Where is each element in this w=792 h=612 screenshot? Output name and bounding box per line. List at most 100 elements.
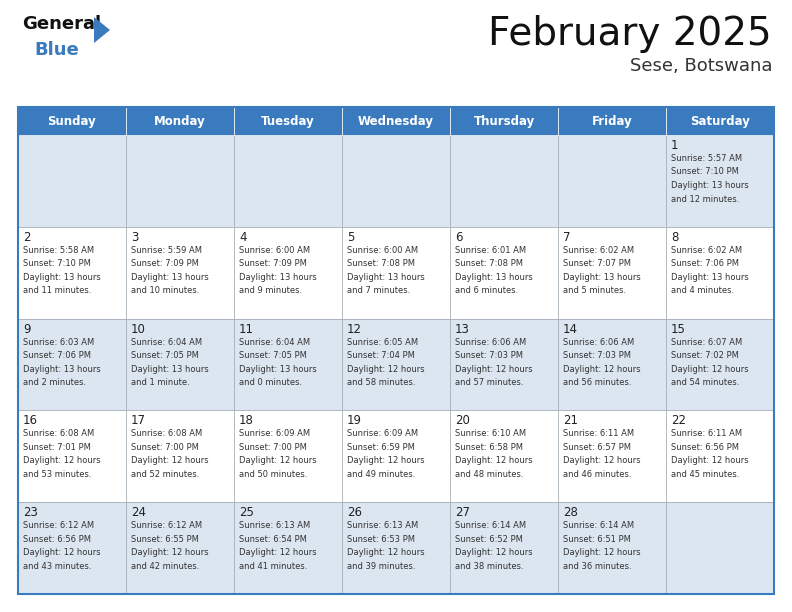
Text: and 11 minutes.: and 11 minutes. (23, 286, 91, 296)
Text: and 45 minutes.: and 45 minutes. (671, 470, 740, 479)
Text: Tuesday: Tuesday (261, 114, 315, 127)
Text: Sunrise: 6:12 AM: Sunrise: 6:12 AM (131, 521, 202, 530)
Text: and 54 minutes.: and 54 minutes. (671, 378, 740, 387)
Bar (558, 319, 666, 411)
Text: 17: 17 (131, 414, 146, 427)
Text: Daylight: 12 hours: Daylight: 12 hours (131, 457, 208, 465)
Text: Daylight: 13 hours: Daylight: 13 hours (23, 273, 101, 282)
Text: Sunrise: 6:08 AM: Sunrise: 6:08 AM (131, 430, 202, 438)
Text: 6: 6 (455, 231, 463, 244)
Bar (18, 319, 126, 411)
Text: Sunrise: 6:06 AM: Sunrise: 6:06 AM (455, 338, 526, 346)
Text: and 43 minutes.: and 43 minutes. (23, 562, 92, 571)
Text: and 12 minutes.: and 12 minutes. (671, 195, 740, 204)
Text: and 10 minutes.: and 10 minutes. (131, 286, 200, 296)
Bar (18, 227, 126, 319)
Text: Sunrise: 6:10 AM: Sunrise: 6:10 AM (455, 430, 526, 438)
Text: Daylight: 13 hours: Daylight: 13 hours (671, 273, 748, 282)
Text: Sunrise: 6:08 AM: Sunrise: 6:08 AM (23, 430, 94, 438)
Text: Sunset: 6:58 PM: Sunset: 6:58 PM (455, 443, 523, 452)
Text: Sunrise: 6:06 AM: Sunrise: 6:06 AM (563, 338, 634, 346)
Text: Monday: Monday (154, 114, 206, 127)
Text: Sunset: 7:00 PM: Sunset: 7:00 PM (239, 443, 307, 452)
Text: General: General (22, 15, 101, 33)
Text: and 1 minute.: and 1 minute. (131, 378, 190, 387)
Text: Daylight: 12 hours: Daylight: 12 hours (671, 457, 748, 465)
Text: Daylight: 13 hours: Daylight: 13 hours (239, 365, 317, 373)
Text: Daylight: 12 hours: Daylight: 12 hours (347, 548, 425, 557)
Text: Daylight: 12 hours: Daylight: 12 hours (455, 365, 533, 373)
Text: Sunrise: 6:07 AM: Sunrise: 6:07 AM (671, 338, 742, 346)
Bar (666, 411, 774, 502)
Bar (234, 135, 342, 227)
Bar (18, 107, 126, 135)
Text: 27: 27 (455, 506, 470, 519)
Text: Daylight: 12 hours: Daylight: 12 hours (671, 365, 748, 373)
Text: and 5 minutes.: and 5 minutes. (563, 286, 626, 296)
Text: Sunrise: 6:11 AM: Sunrise: 6:11 AM (671, 430, 742, 438)
Text: 13: 13 (455, 323, 470, 335)
Bar (234, 319, 342, 411)
Text: 7: 7 (563, 231, 570, 244)
Text: and 2 minutes.: and 2 minutes. (23, 378, 86, 387)
Text: Daylight: 12 hours: Daylight: 12 hours (563, 365, 641, 373)
Text: and 36 minutes.: and 36 minutes. (563, 562, 632, 571)
Bar (666, 319, 774, 411)
Bar (126, 502, 234, 594)
Text: February 2025: February 2025 (489, 15, 772, 53)
Text: and 41 minutes.: and 41 minutes. (239, 562, 307, 571)
Text: Sunrise: 6:13 AM: Sunrise: 6:13 AM (239, 521, 310, 530)
Text: Sunset: 7:09 PM: Sunset: 7:09 PM (131, 259, 199, 268)
Text: 21: 21 (563, 414, 578, 427)
Bar (342, 227, 450, 319)
Text: and 9 minutes.: and 9 minutes. (239, 286, 302, 296)
Bar (126, 107, 234, 135)
Text: 12: 12 (347, 323, 362, 335)
Text: Sunrise: 6:09 AM: Sunrise: 6:09 AM (239, 430, 310, 438)
Bar (234, 411, 342, 502)
Text: Daylight: 12 hours: Daylight: 12 hours (563, 548, 641, 557)
Text: and 56 minutes.: and 56 minutes. (563, 378, 631, 387)
Bar (450, 502, 558, 594)
Text: 28: 28 (563, 506, 578, 519)
Text: 11: 11 (239, 323, 254, 335)
Bar (450, 107, 558, 135)
Text: Sunset: 6:57 PM: Sunset: 6:57 PM (563, 443, 631, 452)
Text: 9: 9 (23, 323, 31, 335)
Text: 5: 5 (347, 231, 354, 244)
Text: Sunrise: 5:59 AM: Sunrise: 5:59 AM (131, 246, 202, 255)
Text: 14: 14 (563, 323, 578, 335)
Text: Sunset: 6:51 PM: Sunset: 6:51 PM (563, 535, 631, 543)
Text: Sunset: 7:03 PM: Sunset: 7:03 PM (563, 351, 631, 360)
Text: Daylight: 13 hours: Daylight: 13 hours (23, 365, 101, 373)
Bar (558, 411, 666, 502)
Bar (342, 135, 450, 227)
Text: Sunrise: 6:14 AM: Sunrise: 6:14 AM (455, 521, 526, 530)
Text: Daylight: 12 hours: Daylight: 12 hours (347, 365, 425, 373)
Text: and 50 minutes.: and 50 minutes. (239, 470, 307, 479)
Text: Sunset: 6:55 PM: Sunset: 6:55 PM (131, 535, 199, 543)
Text: Blue: Blue (34, 41, 78, 59)
Text: Daylight: 12 hours: Daylight: 12 hours (23, 457, 101, 465)
Text: 18: 18 (239, 414, 254, 427)
Text: Sunset: 6:52 PM: Sunset: 6:52 PM (455, 535, 523, 543)
Text: Sunrise: 6:00 AM: Sunrise: 6:00 AM (239, 246, 310, 255)
Text: Daylight: 12 hours: Daylight: 12 hours (239, 548, 317, 557)
Bar (558, 135, 666, 227)
Text: 8: 8 (671, 231, 679, 244)
Text: Sunrise: 6:13 AM: Sunrise: 6:13 AM (347, 521, 418, 530)
Text: Sunset: 7:04 PM: Sunset: 7:04 PM (347, 351, 415, 360)
Text: Sunset: 7:09 PM: Sunset: 7:09 PM (239, 259, 307, 268)
Bar (558, 227, 666, 319)
Text: and 58 minutes.: and 58 minutes. (347, 378, 416, 387)
Text: 22: 22 (671, 414, 686, 427)
Text: Sunset: 6:54 PM: Sunset: 6:54 PM (239, 535, 307, 543)
Text: Daylight: 12 hours: Daylight: 12 hours (23, 548, 101, 557)
Text: 10: 10 (131, 323, 146, 335)
Text: 3: 3 (131, 231, 139, 244)
Text: Sunrise: 5:58 AM: Sunrise: 5:58 AM (23, 246, 94, 255)
Text: Sunrise: 6:04 AM: Sunrise: 6:04 AM (131, 338, 202, 346)
Text: 25: 25 (239, 506, 254, 519)
Text: 16: 16 (23, 414, 38, 427)
Text: Sunset: 7:06 PM: Sunset: 7:06 PM (23, 351, 91, 360)
